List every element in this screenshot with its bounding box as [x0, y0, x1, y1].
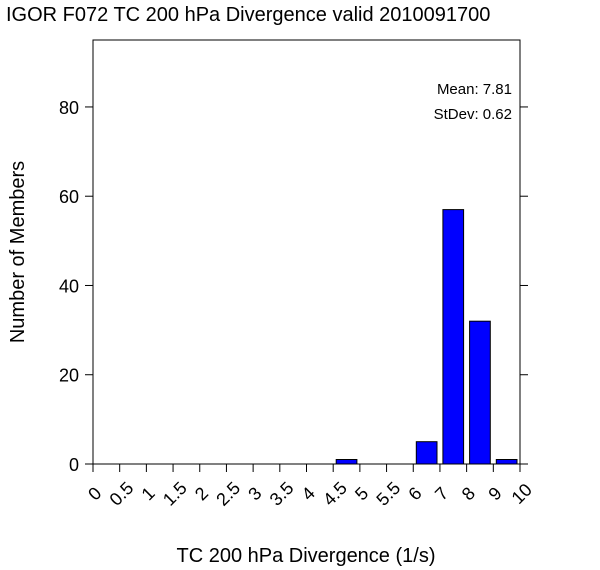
x-tick-label-2.5: 2.5 — [212, 478, 244, 510]
x-tick-label-9: 9 — [484, 483, 505, 504]
x-tick-label-0: 0 — [84, 483, 105, 504]
x-tick-label-10: 10 — [508, 480, 536, 508]
y-tick-label-80: 80 — [59, 98, 79, 118]
y-axis-label: Number of Members — [7, 161, 29, 343]
x-tick-label-5: 5 — [351, 483, 372, 504]
x-tick-label-2: 2 — [191, 483, 212, 504]
bar-7-8 — [442, 209, 465, 465]
x-tick-label-4.5: 4.5 — [319, 478, 351, 510]
y-tick-label-0: 0 — [69, 455, 79, 475]
x-axis: 0 0.5 1 1.5 2 2.5 3 3.5 4 4.5 5 5.5 6 7 8 9 10 — [84, 464, 536, 510]
bar-4.5-5 — [335, 459, 358, 465]
x-tick-label-3: 3 — [244, 483, 265, 504]
bar-6-7 — [415, 441, 438, 465]
bars-group — [335, 209, 518, 465]
x-tick-label-0.5: 0.5 — [106, 478, 138, 510]
y-tick-label-40: 40 — [59, 276, 79, 296]
x-tick-label-8: 8 — [458, 483, 479, 504]
y-tick-label-60: 60 — [59, 187, 79, 207]
bar-9-10 — [495, 459, 518, 465]
chart-title: IGOR F072 TC 200 hPa Divergence valid 20… — [6, 4, 490, 26]
x-tick-label-1: 1 — [138, 483, 159, 504]
x-axis-label: TC 200 hPa Divergence (1/s) — [176, 545, 435, 567]
x-tick-label-6: 6 — [404, 483, 425, 504]
y-tick-label-20: 20 — [59, 366, 79, 386]
x-tick-label-1.5: 1.5 — [159, 478, 191, 510]
x-tick-label-5.5: 5.5 — [372, 478, 404, 510]
y-axis: 0 20 40 60 80 — [59, 98, 528, 475]
stdev-label: StDev: 0.62 — [434, 106, 512, 123]
mean-label: Mean: 7.81 — [437, 81, 512, 98]
x-tick-label-4: 4 — [298, 483, 319, 504]
x-tick-label-3.5: 3.5 — [266, 478, 298, 510]
x-tick-label-7: 7 — [431, 483, 452, 504]
bar-8-9 — [469, 320, 491, 465]
